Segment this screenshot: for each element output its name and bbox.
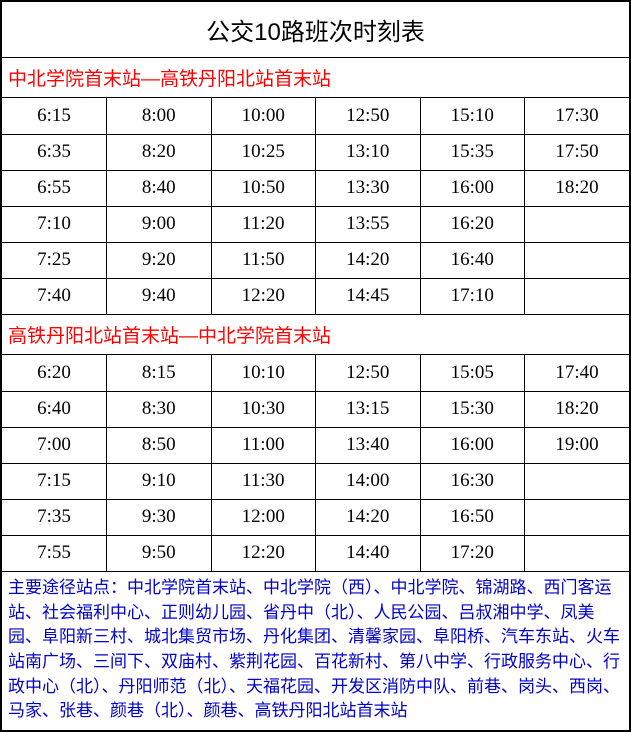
table-row: 6:35 8:20 10:25 13:10 15:35 17:50 <box>2 134 629 170</box>
time-cell: 17:10 <box>420 278 525 314</box>
time-cell: 10:30 <box>211 391 316 427</box>
time-cell: 9:40 <box>107 278 212 314</box>
time-cell: 16:20 <box>420 206 525 242</box>
time-cell: 7:55 <box>2 535 107 571</box>
time-cell: 10:50 <box>211 170 316 206</box>
page-title: 公交10路班次时刻表 <box>2 2 629 58</box>
time-cell: 17:20 <box>420 535 525 571</box>
timetable-container: 公交10路班次时刻表 中北学院首末站—高铁丹阳北站首末站 6:15 8:00 1… <box>0 0 631 732</box>
time-cell: 8:15 <box>107 355 212 391</box>
time-cell: 12:50 <box>316 98 421 134</box>
time-cell: 10:10 <box>211 355 316 391</box>
time-cell <box>525 278 630 314</box>
time-cell: 6:15 <box>2 98 107 134</box>
time-cell <box>525 242 630 278</box>
time-cell: 17:30 <box>525 98 630 134</box>
time-cell: 9:50 <box>107 535 212 571</box>
time-cell: 16:00 <box>420 170 525 206</box>
time-cell: 8:30 <box>107 391 212 427</box>
time-cell: 13:40 <box>316 427 421 463</box>
time-cell: 13:10 <box>316 134 421 170</box>
time-cell: 6:20 <box>2 355 107 391</box>
time-cell: 10:25 <box>211 134 316 170</box>
time-cell: 11:00 <box>211 427 316 463</box>
time-cell: 7:00 <box>2 427 107 463</box>
table-row: 6:20 8:15 10:10 12:50 15:05 17:40 <box>2 355 629 391</box>
time-cell: 8:20 <box>107 134 212 170</box>
time-cell: 7:40 <box>2 278 107 314</box>
time-cell: 16:50 <box>420 499 525 535</box>
time-cell <box>525 206 630 242</box>
time-cell: 18:20 <box>525 391 630 427</box>
direction-header-0: 中北学院首末站—高铁丹阳北站首末站 <box>2 58 629 98</box>
time-cell: 7:15 <box>2 463 107 499</box>
time-cell: 8:40 <box>107 170 212 206</box>
time-cell: 9:30 <box>107 499 212 535</box>
time-cell: 16:00 <box>420 427 525 463</box>
time-cell: 9:00 <box>107 206 212 242</box>
time-cell <box>525 535 630 571</box>
time-cell: 17:40 <box>525 355 630 391</box>
time-cell: 14:40 <box>316 535 421 571</box>
time-cell: 12:50 <box>316 355 421 391</box>
time-cell: 13:15 <box>316 391 421 427</box>
table-row: 7:55 9:50 12:20 14:40 17:20 <box>2 535 629 571</box>
table-row: 7:10 9:00 11:20 13:55 16:20 <box>2 206 629 242</box>
time-cell: 14:45 <box>316 278 421 314</box>
time-cell: 11:20 <box>211 206 316 242</box>
time-cell: 14:20 <box>316 499 421 535</box>
time-cell <box>525 499 630 535</box>
schedule-table-0: 6:15 8:00 10:00 12:50 15:10 17:30 6:35 8… <box>2 98 629 314</box>
schedule-table-1: 6:20 8:15 10:10 12:50 15:05 17:40 6:40 8… <box>2 355 629 571</box>
direction-header-1: 高铁丹阳北站首末站—中北学院首末站 <box>2 314 629 355</box>
time-cell: 16:30 <box>420 463 525 499</box>
time-cell: 8:00 <box>107 98 212 134</box>
time-cell: 6:40 <box>2 391 107 427</box>
table-row: 7:25 9:20 11:50 14:20 16:40 <box>2 242 629 278</box>
time-cell: 14:20 <box>316 242 421 278</box>
time-cell <box>525 463 630 499</box>
table-row: 7:35 9:30 12:00 14:20 16:50 <box>2 499 629 535</box>
time-cell: 18:20 <box>525 170 630 206</box>
table-row: 7:00 8:50 11:00 13:40 16:00 19:00 <box>2 427 629 463</box>
time-cell: 15:05 <box>420 355 525 391</box>
time-cell: 8:50 <box>107 427 212 463</box>
table-row: 6:55 8:40 10:50 13:30 16:00 18:20 <box>2 170 629 206</box>
time-cell: 15:30 <box>420 391 525 427</box>
time-cell: 6:55 <box>2 170 107 206</box>
table-row: 7:15 9:10 11:30 14:00 16:30 <box>2 463 629 499</box>
time-cell: 16:40 <box>420 242 525 278</box>
time-cell: 10:00 <box>211 98 316 134</box>
stations-text: 中北学院首末站、中北学院（西）、中北学院、锦湖路、西门客运站、社会福利中心、正则… <box>8 578 620 720</box>
table-row: 7:40 9:40 12:20 14:45 17:10 <box>2 278 629 314</box>
table-row: 6:40 8:30 10:30 13:15 15:30 18:20 <box>2 391 629 427</box>
time-cell: 14:00 <box>316 463 421 499</box>
time-cell: 11:50 <box>211 242 316 278</box>
time-cell: 11:30 <box>211 463 316 499</box>
time-cell: 7:10 <box>2 206 107 242</box>
time-cell: 7:35 <box>2 499 107 535</box>
time-cell: 13:55 <box>316 206 421 242</box>
time-cell: 17:50 <box>525 134 630 170</box>
time-cell: 9:10 <box>107 463 212 499</box>
time-cell: 12:20 <box>211 535 316 571</box>
time-cell: 19:00 <box>525 427 630 463</box>
time-cell: 12:00 <box>211 499 316 535</box>
time-cell: 9:20 <box>107 242 212 278</box>
time-cell: 12:20 <box>211 278 316 314</box>
stations-block: 主要途径站点：中北学院首末站、中北学院（西）、中北学院、锦湖路、西门客运站、社会… <box>2 571 629 730</box>
time-cell: 15:35 <box>420 134 525 170</box>
table-row: 6:15 8:00 10:00 12:50 15:10 17:30 <box>2 98 629 134</box>
time-cell: 15:10 <box>420 98 525 134</box>
stations-label: 主要途径站点： <box>8 578 127 597</box>
time-cell: 13:30 <box>316 170 421 206</box>
time-cell: 7:25 <box>2 242 107 278</box>
time-cell: 6:35 <box>2 134 107 170</box>
